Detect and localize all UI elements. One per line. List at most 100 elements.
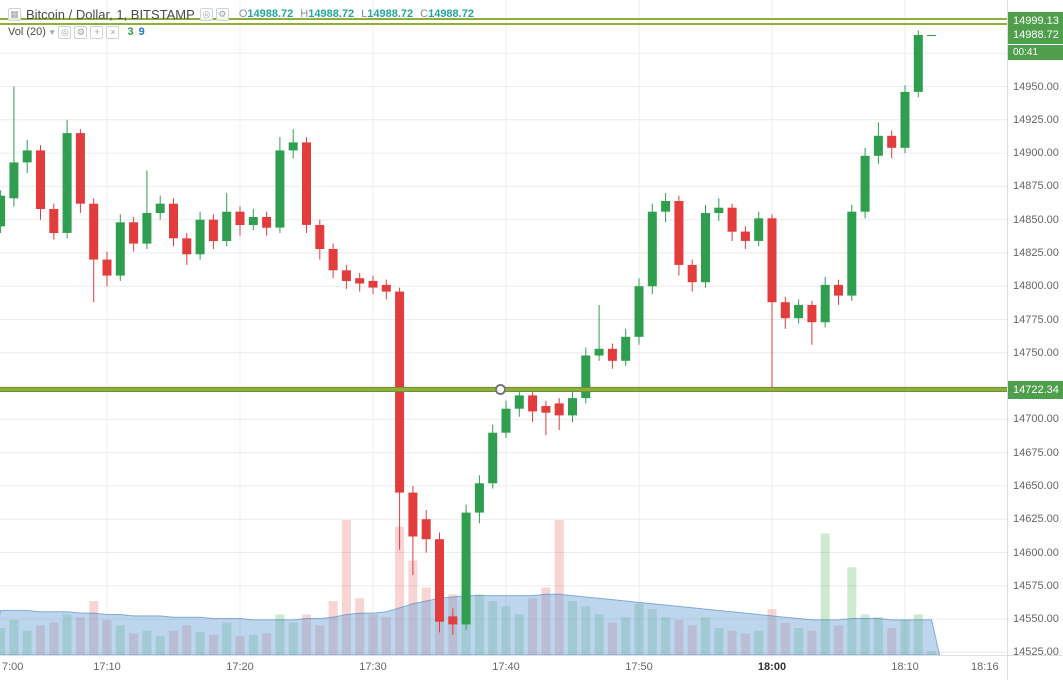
candle [820,276,830,328]
candlestick-chart[interactable] [0,0,1007,655]
eye-icon[interactable]: ◎ [58,25,72,39]
price-label: 14550.00 [1013,613,1059,626]
volume-bar [860,614,870,655]
time-label: 18:10 [891,661,919,673]
candle [541,400,551,436]
price-label: 14625.00 [1013,513,1059,526]
candle [647,203,657,295]
volume-bar [381,617,391,655]
candle [262,211,272,236]
volume-bar [621,617,631,655]
volume-bar [248,634,258,655]
volume-bar [740,633,750,655]
candle [408,485,418,576]
gear-icon[interactable]: ⚙ [74,25,88,39]
volume-bar [887,628,897,655]
candle [75,129,85,213]
eye-icon[interactable]: ◎ [199,7,213,21]
open-value: 14988.72 [247,8,294,20]
open-label: O [238,8,248,20]
volume-bar [155,636,165,655]
candle [22,139,32,174]
candle [102,251,112,287]
candle [169,198,178,247]
countdown-badge: 00:41 [1008,44,1063,60]
volume-bar [36,625,45,655]
candle [341,264,351,289]
chart-pane[interactable]: ▦ Bitcoin / Dollar, 1, BITSTAMP ◎ ⚙ O 14… [0,0,1007,655]
volume-bar [142,630,152,655]
volume-bar [647,609,657,655]
candle [501,400,511,438]
plus-icon[interactable]: + [90,25,104,39]
price-label: 14925.00 [1013,113,1059,126]
time-label: 17:10 [93,661,121,673]
volume-bar [195,632,205,655]
volume-bar [129,633,139,655]
candle [195,211,205,260]
candle [448,608,458,635]
volume-bar [421,587,431,655]
price-badge: 14988.72 [1008,26,1063,44]
volume-bar [927,651,937,655]
candle [927,35,937,36]
volume-bar [75,617,85,655]
candle [754,211,764,247]
time-axis[interactable]: 7:00 17:10 17:20 17:30 17:40 17:50 18:00 18:10 1… [0,655,1007,680]
chevron-down-icon[interactable]: ▾ [49,26,55,37]
candle [887,130,897,159]
volume-bar [62,614,72,655]
volume-bar [581,606,591,655]
candle [607,343,617,369]
candle [381,279,391,300]
price-label: 14850.00 [1013,213,1059,226]
volume-bar [714,628,724,655]
price-label: 14875.00 [1013,180,1059,193]
close-value: 14988.72 [428,8,474,20]
volume-bar [900,619,910,655]
volume-bar [474,594,484,655]
legend: ▦ Bitcoin / Dollar, 1, BITSTAMP ◎ ⚙ O 14… [8,5,474,41]
volume-bar [794,628,804,655]
candle [701,205,710,288]
candle [62,119,72,239]
price-label: 14700.00 [1013,413,1059,426]
high-value: 14988.72 [308,8,355,20]
volume-bar [22,630,32,655]
volume-bar [541,587,551,655]
candle [248,209,258,231]
candle [208,214,218,249]
candle [368,275,378,295]
time-label: 17:40 [492,661,520,673]
volume-bar [341,520,351,655]
volume-bar [169,630,178,655]
candle [435,532,444,633]
low-value: 14988.72 [367,8,414,20]
indicator-legend-row: Vol (20) ▾ ◎ ⚙ + × 3 9 [8,23,474,41]
price-label: 14650.00 [1013,479,1059,492]
candle [674,195,684,276]
price-axis[interactable]: 14950.00 14925.00 14900.00 14875.00 14850.00… [1007,0,1063,658]
close-icon[interactable]: × [106,25,120,39]
volume-bar [182,625,192,655]
candle [780,296,790,329]
candle [860,147,870,219]
close-label: C [420,8,429,20]
candle [235,206,245,236]
symbol-title[interactable]: Bitcoin / Dollar, 1, BITSTAMP [26,6,195,22]
candle [913,30,923,98]
candle [514,387,524,417]
candle [554,398,564,430]
candle [727,203,737,241]
high-label: H [300,8,309,20]
gear-icon[interactable]: ⚙ [215,7,229,21]
indicator-name[interactable]: Vol (20) [8,26,46,38]
candle [767,214,777,388]
volume-bar [102,619,112,655]
candle [847,205,857,301]
candle [355,272,365,292]
chart-icon[interactable]: ▦ [8,7,21,21]
candle [155,195,165,220]
volume-bar [634,603,644,655]
